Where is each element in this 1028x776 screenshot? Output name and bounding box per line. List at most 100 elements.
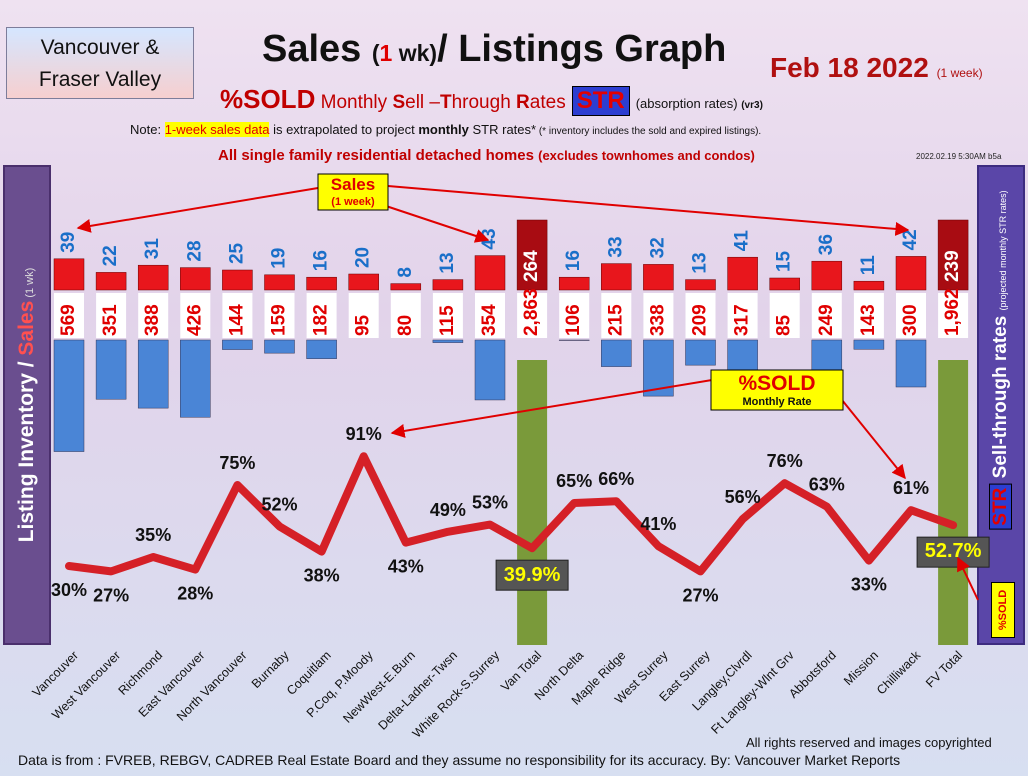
sales-bar <box>137 264 169 291</box>
sales-bar <box>432 279 464 291</box>
inventory-value-label: 159 <box>269 304 290 336</box>
title-part-paren: ( <box>371 40 380 66</box>
title-part-sales: Sales <box>262 28 372 70</box>
sales-value-label: 31 <box>142 238 163 260</box>
sold-percent-label: 52% <box>261 494 297 514</box>
sold-word: %SOLD <box>220 84 316 114</box>
str-badge: STR <box>571 86 630 116</box>
sales-bar <box>811 260 843 291</box>
note-line: Note: 1-week sales data is extrapolated … <box>130 122 761 137</box>
note-bold: monthly <box>418 122 469 137</box>
sales-bar <box>601 263 632 291</box>
inventory-label-bg <box>517 293 548 338</box>
badge-arrow <box>957 556 979 601</box>
sold-percent-label: 53% <box>472 493 508 513</box>
inventory-value-label: 300 <box>900 304 921 336</box>
inventory-bar <box>53 339 85 452</box>
str-line <box>65 452 958 576</box>
left-axis-panel <box>3 165 51 645</box>
sales-value-label: 20 <box>353 247 374 268</box>
sales-value-label: 8 <box>395 267 416 278</box>
inventory-value-label: 143 <box>858 304 879 336</box>
sold-callout-line1: %SOLD <box>738 372 815 395</box>
inventory-value-label: 1,962 <box>942 288 963 336</box>
sales-arrow-mid <box>385 205 490 243</box>
right-sold-badge: %SOLD <box>991 582 1015 638</box>
sales-value-label: 39 <box>58 232 79 253</box>
sales-value-label: 239 <box>942 250 963 282</box>
sales-value-label: 13 <box>690 252 711 273</box>
sales-value-label: 25 <box>226 242 247 264</box>
sold-callout-box <box>710 369 844 411</box>
inventory-bar <box>895 339 927 388</box>
sales-bar <box>95 272 127 291</box>
scope-line: All single family residential detached h… <box>218 147 755 164</box>
inventory-value-label: 317 <box>732 304 753 336</box>
inventory-label-bg <box>938 293 969 338</box>
sold-sub-t: T <box>439 92 452 113</box>
sold-percent-label: 65% <box>556 471 592 491</box>
timestamp: 2022.02.19 5:30AM b5a <box>916 152 1002 161</box>
sales-bar <box>937 219 969 291</box>
note-b: is extrapolated to project <box>269 122 419 137</box>
sales-callout-line2: (1 week) <box>331 196 375 208</box>
sold-sub-s: S <box>392 92 406 113</box>
inventory-value-label: 85 <box>774 314 795 336</box>
sold-percent-label: 49% <box>430 500 466 520</box>
inventory-label-bg <box>348 293 379 338</box>
sales-value-label: 16 <box>311 250 332 271</box>
scope-a: All single family residential detached h… <box>218 147 539 164</box>
str-line-group <box>65 452 958 576</box>
sales-arrow-right <box>387 185 910 236</box>
inventory-bar <box>853 339 885 350</box>
sold-sub-r: R <box>516 92 530 113</box>
inventory-value-label: 354 <box>479 304 500 336</box>
inventory-label-bg <box>727 293 758 338</box>
sales-bar <box>53 258 85 291</box>
sales-bar <box>306 276 337 291</box>
sales-value-label: 264 <box>521 250 542 282</box>
inventory-bar <box>432 339 464 343</box>
inventory-value-label: 2,863 <box>521 288 542 336</box>
inventory-value-label: 80 <box>395 315 416 336</box>
callouts-group: Sales (1 week) %SOLD Monthly Rate <box>76 173 979 601</box>
inventory-label-bg <box>222 293 253 338</box>
inventory-value-label: 215 <box>605 304 626 336</box>
version-text: (vr3) <box>741 100 763 111</box>
inventory-bar <box>601 339 632 367</box>
sold-percent-label: 28% <box>177 584 213 604</box>
inventory-bar <box>180 339 211 418</box>
inventory-label-bg <box>811 293 842 338</box>
sales-bar <box>348 273 379 291</box>
date-note: (1 week) <box>936 66 983 80</box>
total-column <box>517 360 548 645</box>
sales-bar <box>390 283 422 291</box>
inventory-value-label: 144 <box>226 304 247 336</box>
inventory-label-bg <box>769 293 800 338</box>
sold-percent-label: 56% <box>725 487 761 507</box>
inventory-value-label: 209 <box>690 304 711 336</box>
sold-percent-label: 76% <box>767 451 803 471</box>
inventory-bar <box>306 339 337 359</box>
source-note: Data is from : FVREB, REBGV, CADREB Real… <box>18 752 901 768</box>
chart-title: Sales (1 wk)/ Listings Graph <box>262 28 726 71</box>
absorption-note: (absorption rates) (vr3) <box>636 96 763 111</box>
category-label: Mission <box>841 648 881 688</box>
sales-bar <box>558 276 590 291</box>
sales-value-label: 32 <box>647 237 668 258</box>
inventory-label-bg <box>853 293 884 338</box>
inventory-label-bg <box>54 293 84 338</box>
sold-percent-label: 41% <box>640 514 676 534</box>
sales-value-label: 19 <box>269 248 290 269</box>
note-c: STR rates* <box>468 122 537 137</box>
category-label: NewWest-E.Burn <box>340 648 418 726</box>
labels-group: 39 569 22 351 31 388 28 426 25 144 19 159 16 182 20 95 8… <box>30 228 990 741</box>
sold-percent-label: 38% <box>304 566 340 586</box>
sold-percent-label: 27% <box>93 585 129 605</box>
inventory-value-label: 115 <box>437 305 458 336</box>
inventory-label-bg <box>643 293 674 338</box>
sales-value-label: 11 <box>858 255 879 276</box>
inventory-label-bg <box>475 293 505 338</box>
category-label: Burnaby <box>249 648 292 691</box>
inventory-value-label: 388 <box>142 304 163 336</box>
